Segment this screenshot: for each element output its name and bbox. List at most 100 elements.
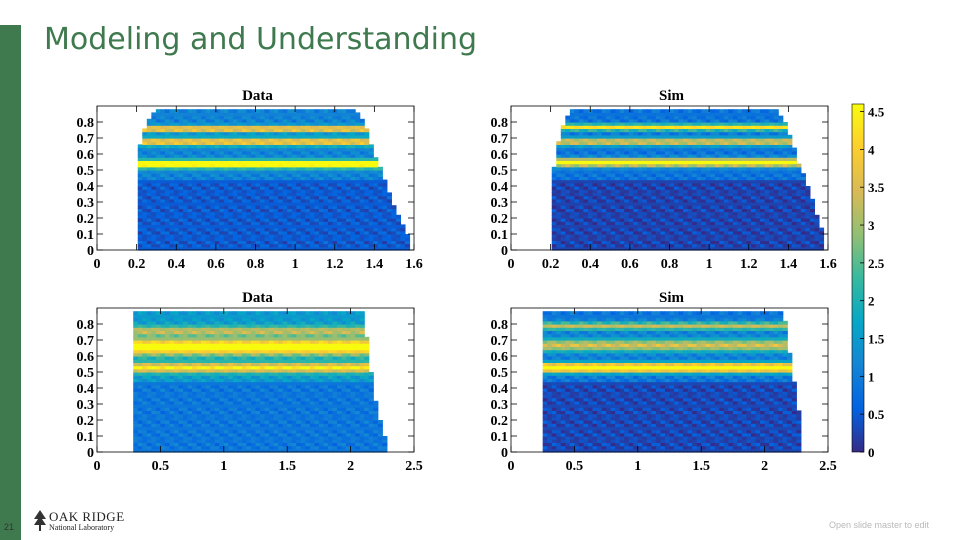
heatmap-cell	[710, 189, 716, 193]
heatmap-cell	[327, 208, 334, 213]
heatmap-cell	[214, 230, 220, 235]
heatmap-cell	[368, 170, 374, 174]
heatmap-cell	[583, 134, 589, 139]
heatmap-cell	[778, 189, 784, 193]
heatmap-cell	[701, 202, 707, 206]
heatmap-cell	[642, 240, 648, 245]
heatmap-cell	[214, 221, 220, 225]
heatmap-cell	[769, 189, 775, 193]
heatmap-cell	[214, 128, 220, 133]
heatmap-cell	[578, 160, 585, 165]
heatmap-cell	[255, 186, 261, 190]
heatmap-cell	[264, 186, 270, 190]
heatmap-cell	[778, 131, 784, 136]
heatmap-cell	[556, 179, 562, 184]
heatmap-cell	[287, 157, 293, 161]
heatmap-cell	[133, 445, 139, 450]
heatmap-cell	[687, 157, 693, 161]
heatmap-cell	[273, 221, 279, 225]
heatmap-cell	[732, 150, 739, 155]
heatmap-cell	[687, 163, 693, 168]
heatmap-cell	[719, 115, 725, 120]
heatmap-cell	[237, 227, 243, 232]
heatmap-cell	[178, 150, 184, 155]
heatmap-cell	[137, 157, 143, 161]
heatmap-cell	[637, 173, 643, 177]
heatmap-cell	[178, 218, 184, 222]
heatmap-cell	[183, 112, 189, 117]
heatmap-cell	[732, 141, 739, 145]
heatmap-cell	[287, 246, 293, 251]
heatmap-cell	[250, 147, 257, 152]
heatmap-cell	[183, 221, 189, 225]
heatmap-cell	[237, 211, 243, 216]
heatmap-cell	[337, 195, 343, 200]
heatmap-cell	[137, 173, 143, 177]
heatmap-cell	[728, 128, 734, 133]
heatmap-cell	[241, 198, 248, 203]
heatmap-cell	[597, 227, 603, 232]
heatmap-cell	[314, 195, 320, 200]
heatmap-cell	[237, 170, 243, 174]
heatmap-cell	[601, 122, 607, 126]
heatmap-cell	[386, 192, 392, 197]
heatmap-cell	[282, 192, 288, 197]
heatmap-cell	[137, 378, 143, 383]
heatmap-cell	[701, 166, 707, 171]
heatmap-cell	[615, 208, 621, 213]
heatmap-cell	[241, 160, 248, 165]
heatmap-cell	[395, 237, 402, 241]
heatmap-cell	[137, 432, 143, 437]
x-tick-label: 1.4	[780, 257, 798, 272]
heatmap-cell	[687, 227, 693, 232]
heatmap-cell	[173, 195, 180, 200]
heatmap-cell	[615, 115, 621, 120]
heatmap-cell	[710, 182, 716, 187]
heatmap-cell	[278, 221, 284, 225]
heatmap-cell	[601, 218, 607, 222]
heatmap-cell	[606, 246, 612, 251]
heatmap-cell	[169, 195, 175, 200]
heatmap-cell	[741, 237, 748, 241]
heatmap-cell	[205, 147, 211, 152]
heatmap-cell	[714, 170, 720, 174]
heatmap-cell	[296, 189, 302, 193]
heatmap-cell	[565, 243, 571, 248]
heatmap-cell	[164, 118, 171, 123]
heatmap-cell	[346, 182, 352, 187]
heatmap-cell	[728, 122, 734, 126]
heatmap-cell	[646, 179, 652, 184]
heatmap-cell	[282, 109, 288, 113]
heatmap-cell	[296, 240, 302, 245]
heatmap-cell	[246, 234, 252, 238]
heatmap-cell	[187, 166, 193, 171]
heatmap-cell	[282, 141, 288, 145]
y-tick-label: 0.8	[77, 116, 95, 131]
heatmap-cell	[164, 186, 171, 190]
heatmap-cell	[228, 189, 234, 193]
heatmap-cell	[705, 205, 711, 209]
heatmap-cell	[764, 173, 770, 177]
heatmap-cell	[805, 192, 811, 197]
heatmap-cell	[773, 192, 779, 197]
heatmap-cell	[597, 192, 603, 197]
heatmap-cell	[578, 218, 585, 222]
heatmap-cell	[291, 122, 297, 126]
heatmap-cell	[719, 182, 725, 187]
heatmap-cell	[628, 205, 634, 209]
heatmap-cell	[246, 224, 252, 229]
heatmap-cell	[610, 179, 616, 184]
heatmap-cell	[710, 170, 716, 174]
heatmap-cell	[196, 144, 202, 149]
heatmap-cell	[187, 246, 193, 251]
heatmap-cell	[660, 147, 666, 152]
heatmap-cell	[764, 218, 770, 222]
heatmap-cell	[755, 179, 761, 184]
heatmap-cell	[741, 246, 748, 251]
heatmap-cell	[364, 205, 370, 209]
heatmap-cell	[296, 128, 302, 133]
heatmap-cell	[778, 125, 784, 129]
heatmap-cell	[728, 202, 734, 206]
heatmap-cell	[183, 214, 189, 219]
heatmap-cell	[610, 170, 616, 174]
